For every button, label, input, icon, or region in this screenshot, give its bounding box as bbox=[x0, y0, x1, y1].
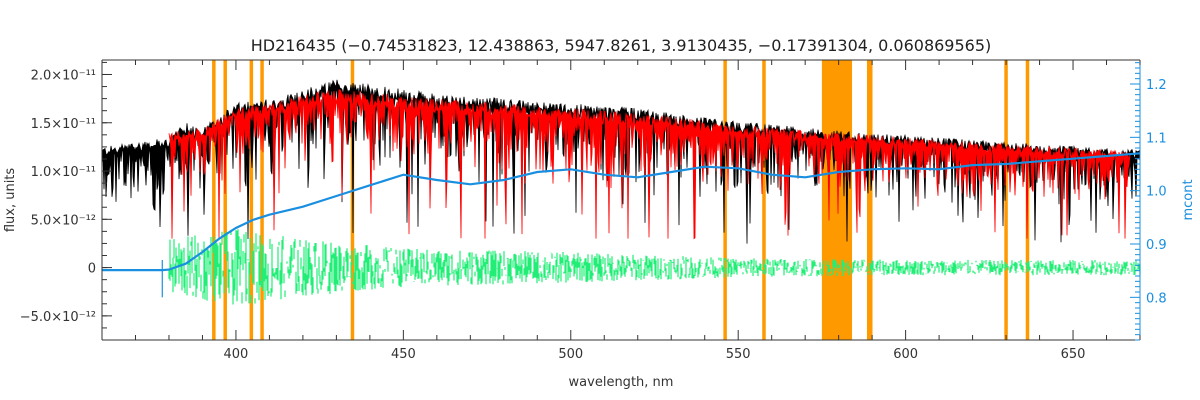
y-right-tick-label: 1.1 bbox=[1146, 131, 1167, 146]
residual-path bbox=[168, 229, 1141, 305]
x-tick-label: 500 bbox=[558, 347, 583, 362]
axes-frame bbox=[101, 59, 1141, 341]
y-right-tick-label: 0.8 bbox=[1146, 291, 1167, 306]
y-tick-label: 5.0×10⁻¹² bbox=[31, 213, 96, 228]
y-tick-label: −5.0×10⁻¹² bbox=[20, 310, 96, 325]
y-tick-label: 2.0×10⁻¹¹ bbox=[31, 68, 96, 83]
y-tick-label: 1.0×10⁻¹¹ bbox=[31, 165, 96, 180]
y-axis-label-right: mcont bbox=[1181, 179, 1196, 220]
x-tick-label: 550 bbox=[726, 347, 751, 362]
x-tick-label: 450 bbox=[391, 347, 416, 362]
y-right-tick-label: 1.2 bbox=[1146, 78, 1167, 93]
y-tick-label: 0 bbox=[88, 262, 96, 277]
x-tick-label: 650 bbox=[1061, 347, 1086, 362]
mcont-line bbox=[102, 152, 1141, 272]
y-tick-label: 1.5×10⁻¹¹ bbox=[31, 117, 96, 132]
x-tick-label: 600 bbox=[893, 347, 918, 362]
y-axis-label-left: flux, units bbox=[3, 168, 18, 233]
mcont-series bbox=[102, 152, 1141, 298]
y-right-tick-label: 0.9 bbox=[1146, 238, 1167, 253]
x-axis-label: wavelength, nm bbox=[569, 375, 674, 390]
axis-ticks: 400 450 500 550 600 650 −5.0×10⁻¹² 0 5.0×10⁻¹² 1.… bbox=[20, 60, 1167, 362]
residual-series bbox=[168, 229, 1141, 305]
x-tick-label: 400 bbox=[224, 347, 249, 362]
y-right-tick-label: 1.0 bbox=[1146, 185, 1167, 200]
chart-title: HD216435 (−0.74531823, 12.438863, 5947.8… bbox=[251, 36, 992, 55]
